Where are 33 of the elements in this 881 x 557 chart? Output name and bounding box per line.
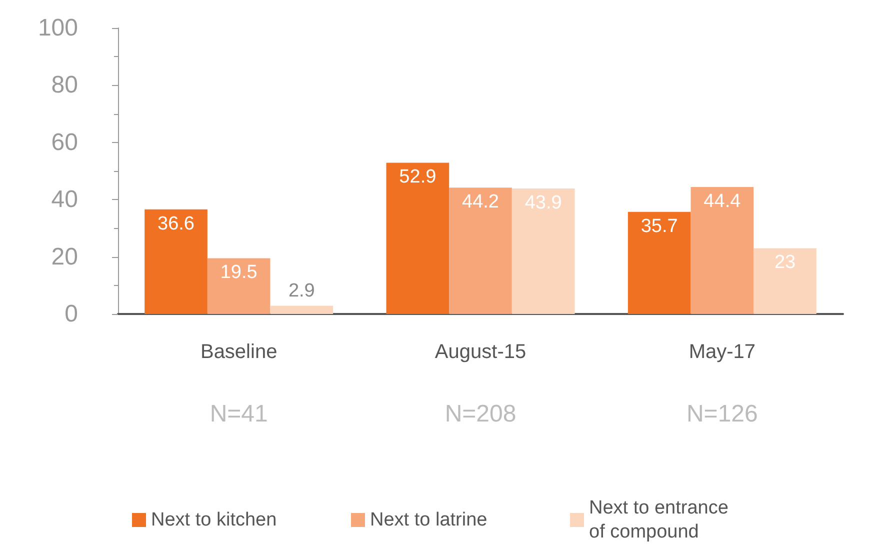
- bar: [628, 212, 691, 314]
- data-label: 23: [774, 252, 796, 274]
- bar: [449, 188, 512, 314]
- bar: [270, 306, 334, 314]
- data-label: 36.6: [158, 213, 194, 234]
- x-tick-label: Baseline: [200, 341, 278, 363]
- bar: [207, 258, 270, 314]
- y-tick-label: 60: [51, 128, 78, 156]
- legend-label: Next to kitchen: [151, 510, 277, 530]
- legend-label: Next to entrance of compound: [589, 498, 734, 542]
- data-label: 43.9: [524, 192, 562, 214]
- text: N=126: [686, 400, 758, 428]
- y-tick-label: 100: [38, 14, 78, 42]
- data-label: 52.9: [399, 166, 436, 188]
- bar: [690, 187, 754, 314]
- y-tick-label: 0: [64, 300, 78, 328]
- y-tick-label: 80: [51, 72, 78, 99]
- bar: [754, 248, 816, 314]
- text: N=41: [210, 400, 268, 428]
- data-label: 2.9: [288, 280, 315, 302]
- data-label: 44.2: [462, 192, 499, 213]
- x-tick-label: August-15: [434, 341, 526, 363]
- y-tick-label: 40: [51, 186, 78, 214]
- bar: [386, 162, 450, 314]
- text: N=208: [444, 400, 516, 428]
- legend-label: Next to latrine: [370, 510, 488, 530]
- y-tick-label: 20: [51, 243, 78, 270]
- bar: [512, 188, 575, 314]
- bar: [144, 209, 208, 314]
- data-label: 35.7: [640, 216, 678, 237]
- data-label: 44.4: [704, 191, 742, 212]
- data-label: 19.5: [220, 262, 258, 284]
- x-tick-label: May-17: [688, 341, 756, 363]
